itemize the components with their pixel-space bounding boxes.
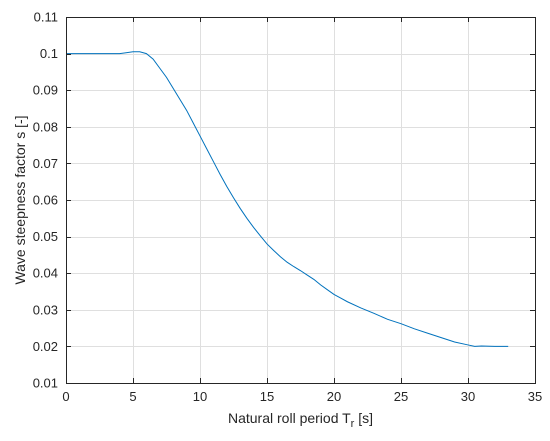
x-axis-title-main: Natural roll period T bbox=[228, 410, 351, 426]
y-tick-label: 0.11 bbox=[34, 10, 58, 25]
y-tick-label: 0.1 bbox=[40, 46, 58, 61]
x-axis-title: Natural roll period Tr [s] bbox=[228, 410, 373, 430]
y-tick-label: 0.08 bbox=[33, 119, 58, 134]
x-tick-label: 25 bbox=[394, 389, 408, 404]
x-tick-label: 0 bbox=[62, 389, 69, 404]
x-tick-label: 15 bbox=[260, 389, 274, 404]
x-tick-label: 5 bbox=[129, 389, 136, 404]
y-tick-label: 0.02 bbox=[33, 339, 58, 354]
x-tick-label: 35 bbox=[528, 389, 542, 404]
series-lines bbox=[66, 51, 509, 347]
x-tick-label: 30 bbox=[461, 389, 475, 404]
y-tick-label: 0.01 bbox=[33, 376, 58, 391]
y-tick-label: 0.03 bbox=[33, 302, 58, 317]
y-tick-label: 0.09 bbox=[33, 83, 58, 98]
y-tick-labels: 0.01 0.02 0.03 0.04 0.05 0.06 0.07 0.08 0.09 0.1 0… bbox=[33, 10, 58, 391]
series-line bbox=[66, 51, 509, 347]
grid-lines bbox=[66, 17, 536, 384]
x-axis-title-subscript: r bbox=[351, 418, 355, 430]
x-tick-labels: 0 5 10 15 20 25 30 35 bbox=[62, 389, 542, 404]
tick-marks bbox=[66, 17, 536, 384]
y-axis-title: Wave steepness factor s [-] bbox=[12, 115, 28, 284]
y-tick-label: 0.05 bbox=[33, 229, 58, 244]
y-tick-label: 0.04 bbox=[33, 266, 58, 281]
x-axis-title-unit: [s] bbox=[354, 410, 373, 426]
y-tick-label: 0.07 bbox=[33, 156, 58, 171]
x-tick-label: 10 bbox=[193, 389, 207, 404]
y-tick-label: 0.06 bbox=[33, 193, 58, 208]
x-tick-label: 20 bbox=[327, 389, 341, 404]
